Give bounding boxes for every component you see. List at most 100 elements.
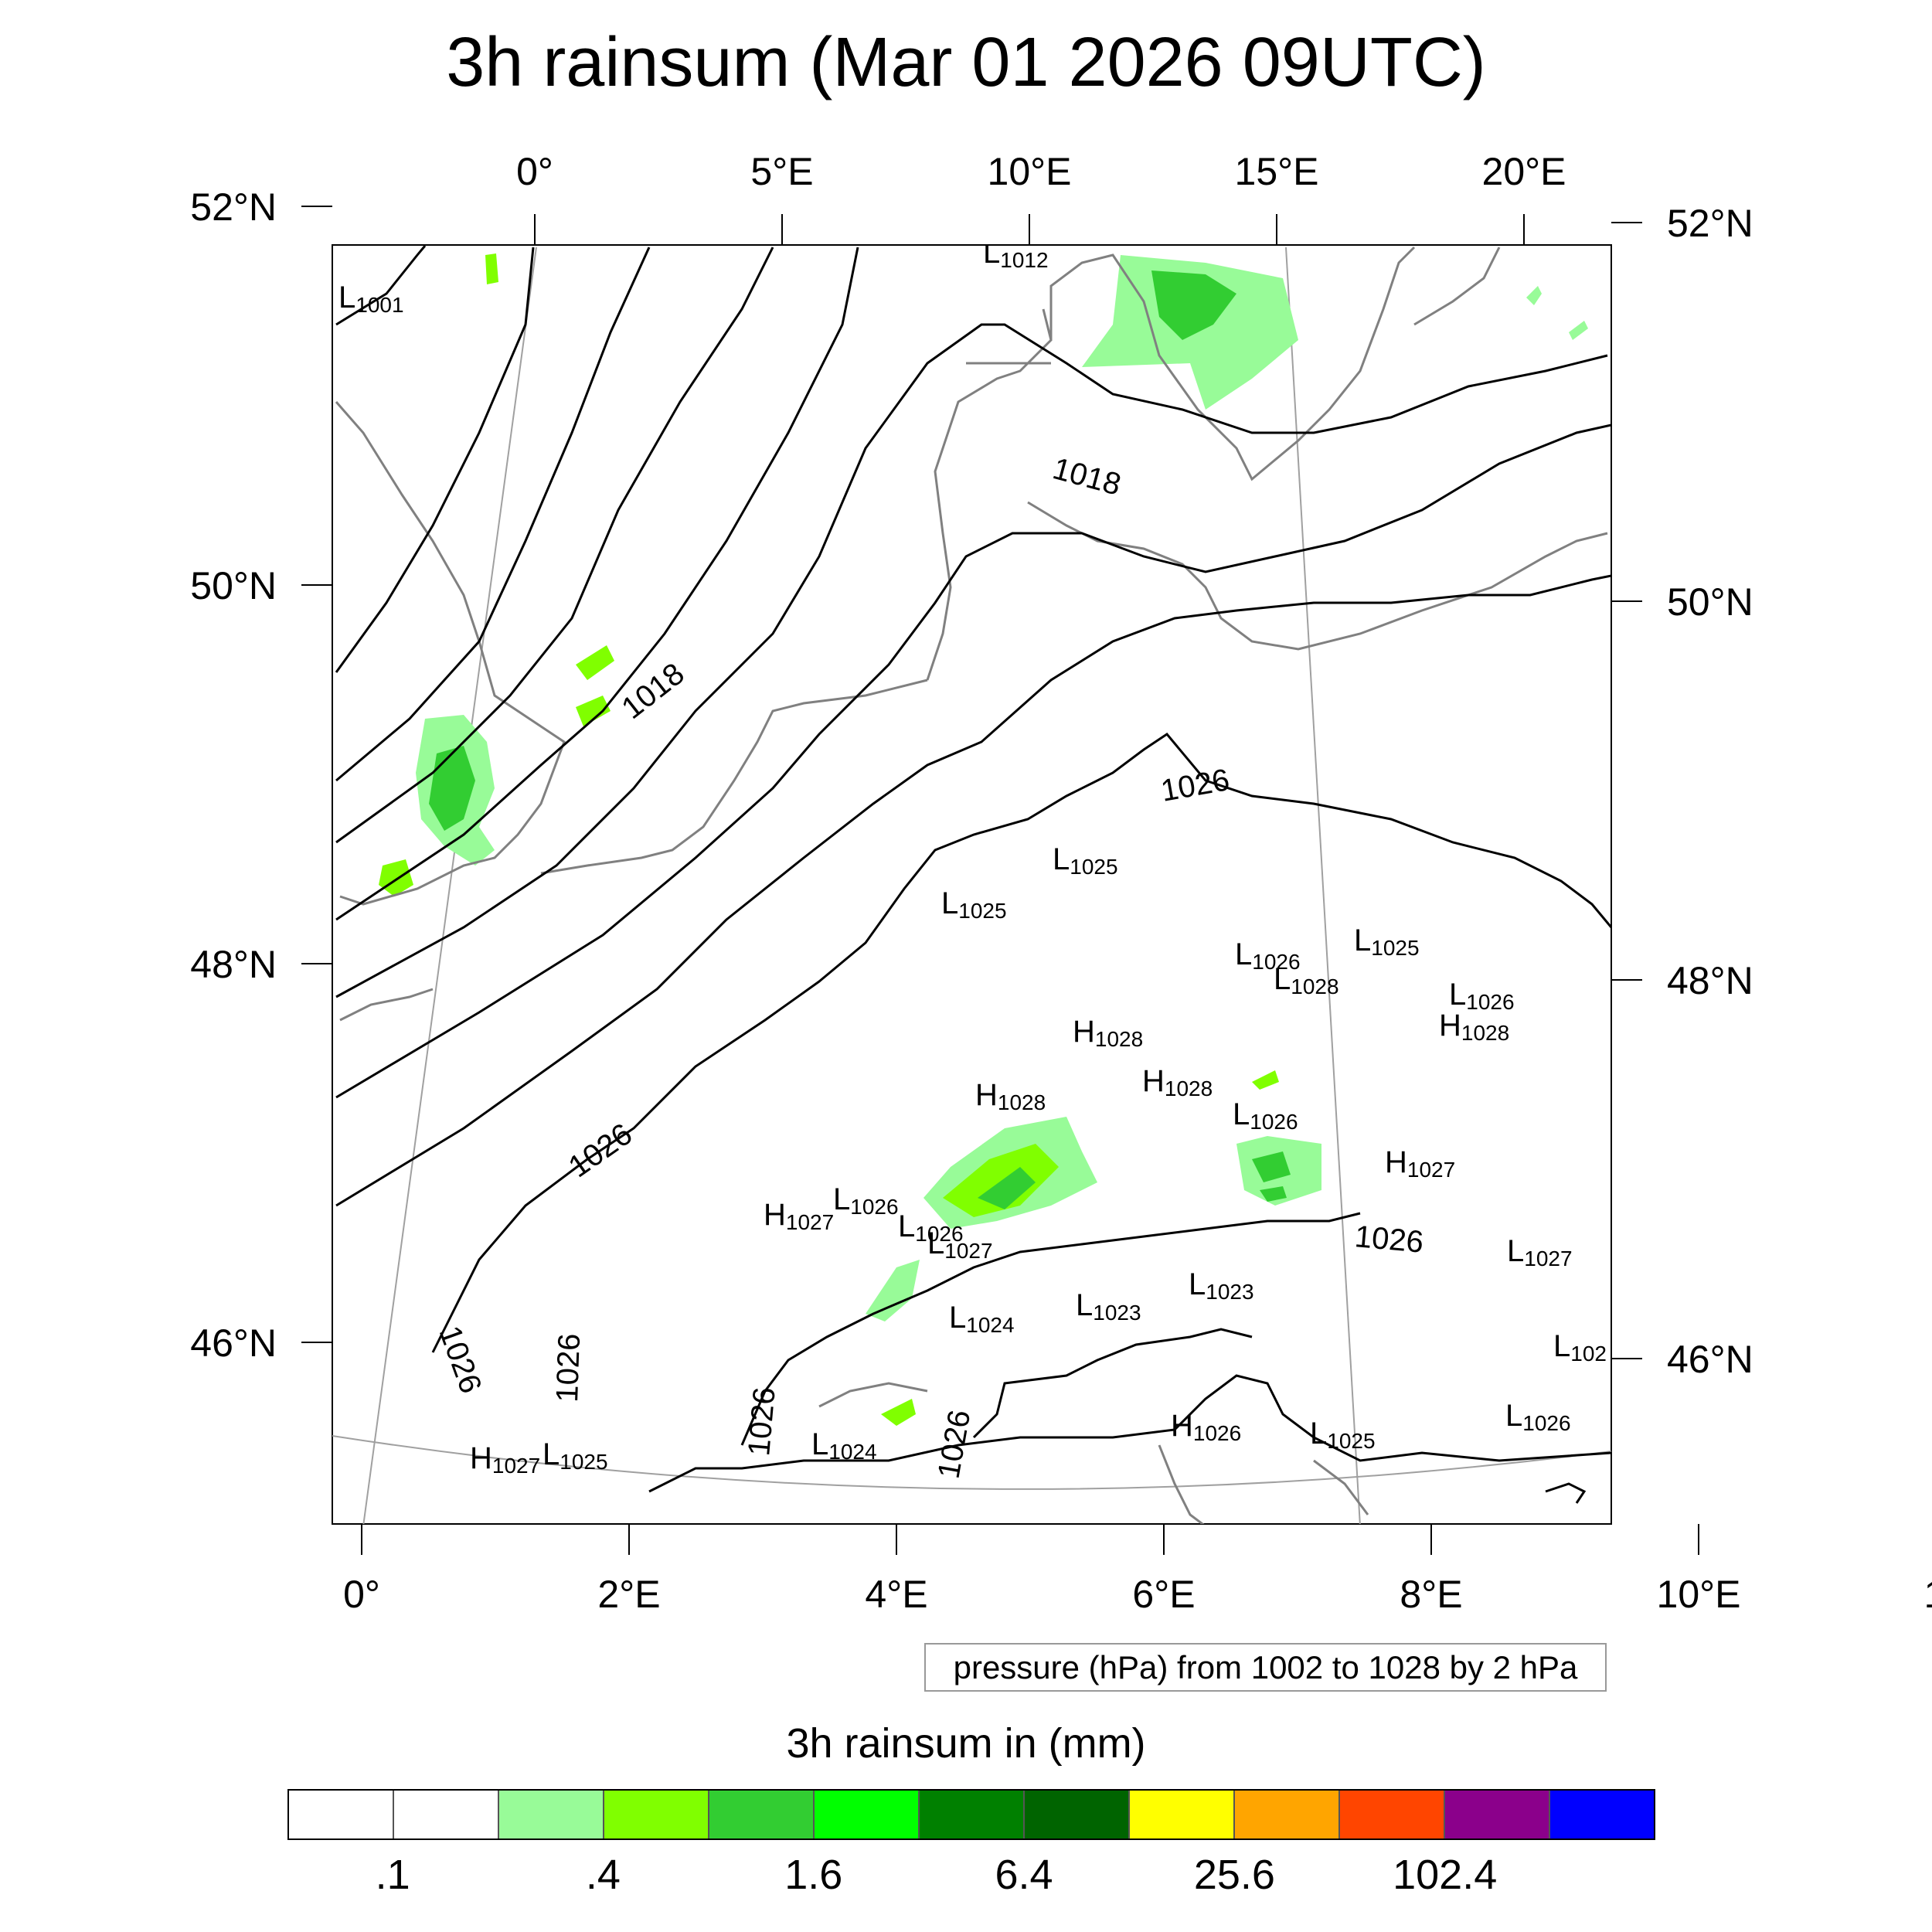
pressure-center: L1028 [1274, 962, 1339, 998]
svg-text:L1027: L1027 [1507, 1234, 1573, 1270]
isobar-label: 1026 [742, 1386, 782, 1457]
colorbar-cell [709, 1791, 815, 1838]
rain-area-italy [881, 1399, 916, 1426]
pressure-center: L1026 [1235, 937, 1301, 974]
pressure-center: L1012 [983, 245, 1049, 272]
rain-area-alps-north-core [943, 1144, 1059, 1217]
svg-text:L1024: L1024 [811, 1427, 877, 1464]
graticule [332, 247, 1611, 1524]
pressure-center: H1027 [764, 1198, 834, 1234]
svg-text:L1001: L1001 [338, 281, 404, 317]
colorbar-cell [1550, 1791, 1654, 1838]
colorbar-cell [920, 1791, 1025, 1838]
svg-text:L1028: L1028 [1274, 962, 1339, 998]
pressure-center: L1026 [833, 1182, 899, 1219]
pressure-center: H1027 [470, 1441, 540, 1478]
svg-text:H1027: H1027 [764, 1198, 834, 1234]
pressure-center: H1028 [975, 1078, 1046, 1114]
pressure-center: L1026 [898, 1209, 964, 1246]
map-frame [332, 244, 1612, 1525]
rain-area-czech [1252, 1070, 1279, 1090]
pressure-center: L1001 [338, 281, 404, 317]
pressure-center: L1027 [927, 1226, 993, 1263]
left-lat-label: 48°N [190, 943, 277, 986]
pressure-center: L1026 [1505, 1399, 1571, 1435]
pressure-center: L1026 [1449, 978, 1515, 1014]
top-lon-label: 20°E [1482, 150, 1566, 193]
bottom-lon-label: 12°E [1924, 1573, 1932, 1616]
axis-ticks [301, 206, 1699, 1555]
colorbar-cell [499, 1791, 604, 1838]
svg-text:L1023: L1023 [1189, 1267, 1254, 1304]
pressure-center: L1024 [811, 1427, 877, 1464]
top-lon-label: 10°E [988, 150, 1072, 193]
rain-area-north-sea-1 [576, 645, 614, 680]
pressure-center: L1026 [1233, 1097, 1298, 1134]
svg-text:H1027: H1027 [470, 1441, 540, 1478]
pressure-center: H1026 [1171, 1409, 1241, 1445]
pressure-centers: L1001 L1012 L1025 L1025 L1026 L1025 L102… [338, 245, 1607, 1478]
top-lon-label: 15°E [1235, 150, 1319, 193]
isobar-label: 1026 [550, 1333, 587, 1403]
rain-area-sweden-core [1151, 270, 1236, 340]
bottom-lon-label: 2°E [597, 1573, 660, 1616]
colorbar-cell [1445, 1791, 1550, 1838]
map-content: 1018 1018 1026 1026 1026 1026 1026 1026 … [332, 245, 1611, 1524]
left-lat-label: 52°N [190, 185, 277, 229]
svg-text:L1026: L1026 [1235, 937, 1301, 974]
colorbar-cell [604, 1791, 709, 1838]
colorbar-cell [1025, 1791, 1130, 1838]
svg-text:H1026: H1026 [1171, 1409, 1241, 1445]
pressure-center: L1027 [1507, 1234, 1573, 1270]
svg-text:L1024: L1024 [949, 1301, 1015, 1337]
right-lat-label: 52°N [1667, 202, 1753, 245]
rain-area-baltic [1526, 286, 1588, 340]
bottom-lon-label: 8°E [1400, 1573, 1462, 1616]
colorbar-cell [289, 1791, 394, 1838]
svg-text:L1025: L1025 [1354, 923, 1420, 960]
bottom-lon-label: 0° [343, 1573, 380, 1616]
colorbar-cell [1130, 1791, 1235, 1838]
colorbar-label: 25.6 [1193, 1852, 1275, 1898]
isobar-label: 1026 [1353, 1219, 1424, 1260]
left-lat-label: 46°N [190, 1321, 277, 1365]
axis-labels: 0° 5°E 10°E 15°E 20°E 0° 2°E 4°E 6°E 8°E 10°E 12°E 1… [190, 150, 1932, 1616]
rain-area-north-sea-2 [576, 696, 611, 726]
pressure-center: L1023 [1189, 1267, 1254, 1304]
pressure-center: H1027 [1385, 1145, 1455, 1182]
pressure-center: L102 [1553, 1329, 1607, 1366]
svg-text:L1023: L1023 [1076, 1288, 1141, 1325]
colorbar-cell [1235, 1791, 1340, 1838]
bottom-lon-label: 4°E [865, 1573, 927, 1616]
svg-text:L1027: L1027 [927, 1226, 993, 1263]
right-lat-label: 46°N [1667, 1338, 1753, 1381]
rain-areas [379, 253, 1588, 1426]
top-lon-label: 5°E [750, 150, 813, 193]
pressure-center: L1023 [1076, 1288, 1141, 1325]
contour-legend: pressure (hPa) from 1002 to 1028 by 2 hP… [924, 1643, 1607, 1692]
svg-text:L1026: L1026 [1233, 1097, 1298, 1134]
colorbar-label: 6.4 [995, 1852, 1053, 1898]
pressure-center: L1025 [941, 886, 1007, 923]
svg-text:L1025: L1025 [543, 1437, 608, 1474]
pressure-center: H1028 [1439, 1009, 1509, 1045]
svg-text:L102: L102 [1553, 1329, 1607, 1366]
colorbar-label: .1 [375, 1852, 410, 1898]
rain-area-alps-north-heavy [978, 1167, 1036, 1209]
colorbar-label: .4 [585, 1852, 621, 1898]
svg-text:H1028: H1028 [975, 1078, 1046, 1114]
svg-text:L1026: L1026 [1449, 978, 1515, 1014]
svg-text:L1026: L1026 [1505, 1399, 1571, 1435]
svg-text:H1028: H1028 [1439, 1009, 1509, 1045]
svg-text:L1026: L1026 [833, 1182, 899, 1219]
colorbar [287, 1789, 1655, 1840]
colorbar-label: 1.6 [784, 1852, 843, 1898]
colorbar-cell [394, 1791, 499, 1838]
coastlines [335, 246, 1608, 1524]
top-lon-label: 0° [516, 150, 553, 193]
colorbar-cell [1340, 1791, 1445, 1838]
svg-text:L1025: L1025 [941, 886, 1007, 923]
right-lat-label: 50°N [1667, 580, 1753, 624]
rain-area-southern-england-core [429, 746, 475, 831]
